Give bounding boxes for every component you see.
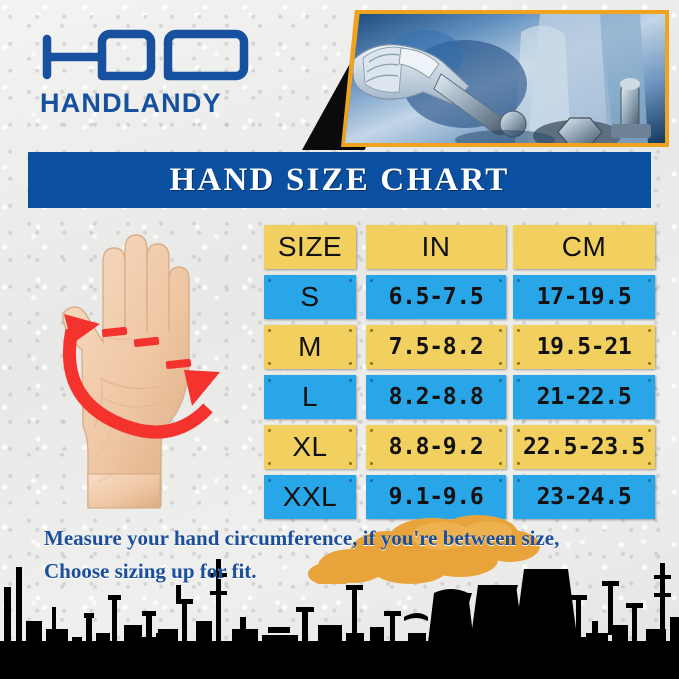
cell-in: 8.8-9.2	[366, 425, 506, 469]
cell-cm: 23-24.5	[513, 475, 655, 519]
cell-size: XXL	[264, 475, 356, 519]
table-header-row: SIZE IN CM	[264, 222, 656, 271]
gloved-hand-wrench-photo-icon	[345, 14, 665, 143]
handlandy-monogram-icon	[42, 29, 249, 81]
sizing-note: Measure your hand circumference, if you'…	[44, 522, 644, 587]
hand-illustration	[42, 232, 258, 510]
column-header-size: SIZE	[264, 225, 356, 269]
open-palm-with-measuring-arrow-icon	[62, 234, 220, 509]
size-table: SIZE IN CM S 6.5-7.5 17-19.5	[264, 222, 656, 522]
cell-size: XL	[264, 425, 356, 469]
table-row: XL 8.8-9.2 22.5-23.5	[264, 422, 656, 471]
cell-cm: 22.5-23.5	[513, 425, 655, 469]
cell-size: L	[264, 375, 356, 419]
cell-in: 7.5-8.2	[366, 325, 506, 369]
smoke-plume-graphic	[308, 515, 540, 584]
page-title: HAND SIZE CHART	[169, 161, 510, 198]
cell-in: 9.1-9.6	[366, 475, 506, 519]
table-row: XXL 9.1-9.6 23-24.5	[264, 472, 656, 521]
column-header-cm: CM	[513, 225, 655, 269]
column-header-in: IN	[366, 225, 506, 269]
table-row: L 8.2-8.8 21-22.5	[264, 372, 656, 421]
table-row: S 6.5-7.5 17-19.5	[264, 272, 656, 321]
hero-photo	[345, 14, 665, 143]
cell-cm: 21-22.5	[513, 375, 655, 419]
cell-size: M	[264, 325, 356, 369]
cell-cm: 19.5-21	[513, 325, 655, 369]
industrial-skyline-silhouette	[0, 559, 679, 679]
cell-size: S	[264, 275, 356, 319]
brand-logo: HANDLANDY	[40, 28, 280, 123]
cell-cm: 17-19.5	[513, 275, 655, 319]
cell-in: 6.5-7.5	[366, 275, 506, 319]
cell-in: 8.2-8.8	[366, 375, 506, 419]
sizing-note-line1: Measure your hand circumference, if you'…	[44, 526, 560, 550]
brand-wordmark: HANDLANDY	[40, 88, 222, 118]
table-row: M 7.5-8.2 19.5-21	[264, 322, 656, 371]
sizing-note-line2: Choose sizing up for fit.	[44, 558, 257, 583]
title-banner: HAND SIZE CHART	[28, 152, 651, 208]
